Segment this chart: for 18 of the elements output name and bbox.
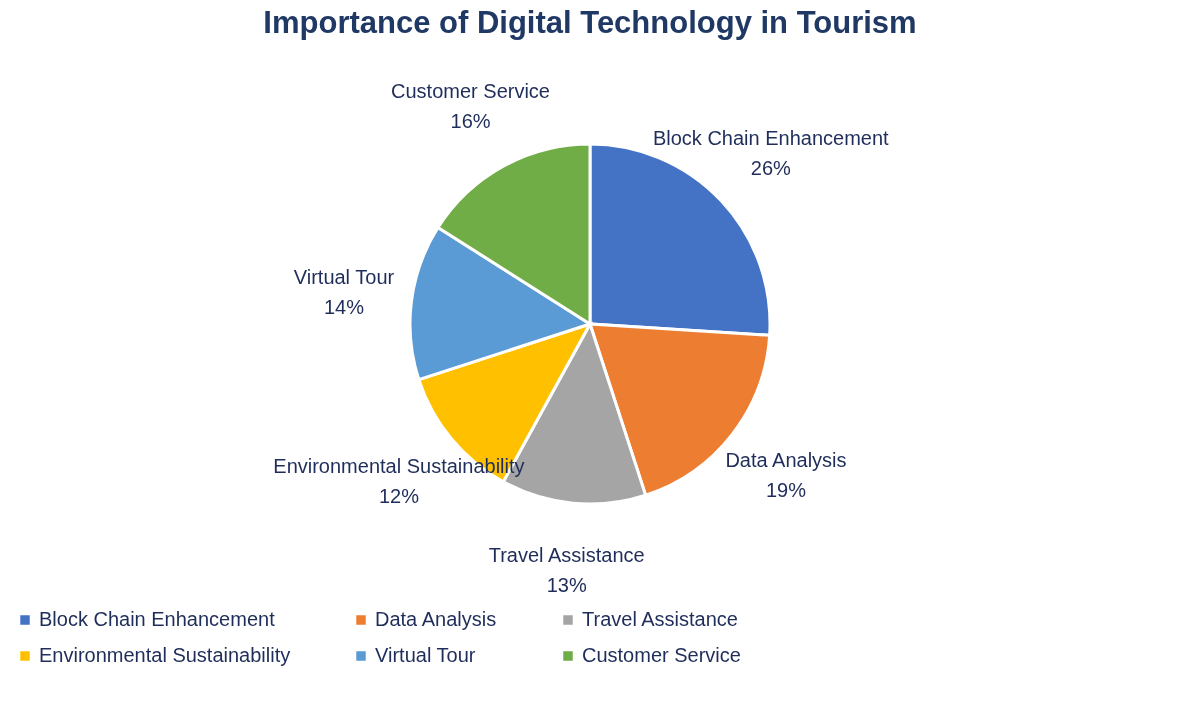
data-label: 26% (750, 157, 792, 180)
legend-label: Customer Service (582, 644, 741, 666)
legend-label: Data Analysis (375, 608, 497, 630)
legend-label: Virtual Tour (375, 644, 476, 666)
chart-title: Importance of Digital Technology in Tourism (263, 5, 917, 40)
slice-label: Travel Assistance (488, 543, 645, 566)
data-label: 19% (765, 479, 807, 501)
data-label: 12% (378, 485, 420, 508)
slice-label: Customer Service (391, 79, 550, 102)
data-label: 16% (450, 109, 491, 132)
data-label: 13% (546, 573, 587, 596)
legend-label: Travel Assistance (582, 608, 738, 630)
slice-label: Virtual Tour (293, 265, 395, 288)
legend-label: Block Chain Enhancement (39, 608, 276, 630)
slice-label: Block Chain Enhancement (652, 127, 890, 150)
data-label: 14% (323, 295, 365, 318)
legend-label: Environmental Sustainability (39, 644, 291, 666)
slice-label: Data Analysis (725, 449, 847, 471)
